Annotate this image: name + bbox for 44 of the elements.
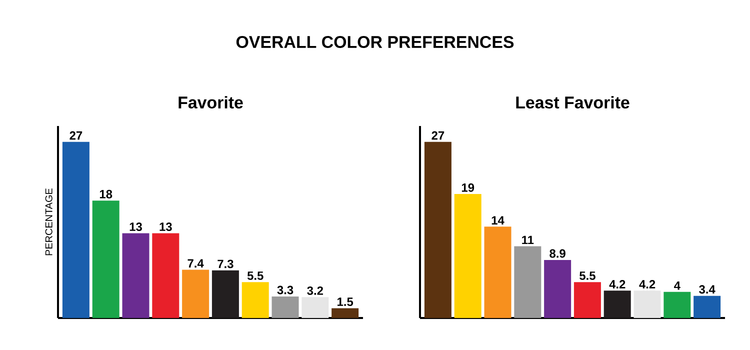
data-label: 4 bbox=[674, 281, 680, 290]
bar bbox=[514, 246, 542, 318]
bar bbox=[242, 282, 269, 318]
data-label: 7.4 bbox=[188, 259, 204, 268]
data-label: 5.5 bbox=[247, 272, 264, 280]
data-label: 3.3 bbox=[277, 286, 294, 294]
bar bbox=[92, 200, 120, 318]
bar bbox=[424, 142, 452, 318]
data-label: 4.2 bbox=[639, 280, 656, 288]
data-label: 27 bbox=[70, 131, 82, 140]
data-label: 3.4 bbox=[699, 285, 716, 294]
data-label: 19 bbox=[462, 183, 474, 192]
bar bbox=[694, 296, 721, 318]
data-label: 7.3 bbox=[218, 260, 234, 268]
bar bbox=[634, 290, 661, 318]
bar bbox=[454, 194, 482, 318]
chart-subtitle: Favorite bbox=[178, 96, 243, 109]
data-label: 8.9 bbox=[550, 249, 566, 258]
chart-subtitle: Least Favorite bbox=[516, 96, 630, 109]
bar bbox=[302, 297, 329, 318]
bar bbox=[182, 270, 210, 318]
bar bbox=[544, 260, 572, 318]
data-label: 13 bbox=[130, 222, 142, 231]
bar bbox=[62, 142, 90, 318]
bar bbox=[604, 290, 631, 318]
data-label: 4.2 bbox=[609, 280, 626, 288]
chart-title: OVERALL COLOR PREFERENCES bbox=[236, 36, 514, 48]
bar bbox=[272, 296, 299, 318]
data-label: 18 bbox=[100, 190, 112, 198]
bar bbox=[212, 270, 239, 318]
data-label: 5.5 bbox=[580, 272, 596, 280]
bar bbox=[122, 233, 150, 318]
y-axis-title: PERCENTAGE bbox=[45, 188, 52, 256]
bar bbox=[574, 282, 601, 318]
data-label: 11 bbox=[522, 236, 534, 244]
data-label: 27 bbox=[432, 131, 444, 140]
data-label: 1.5 bbox=[338, 298, 354, 306]
data-label: 3.2 bbox=[307, 286, 323, 295]
data-label: 13 bbox=[160, 222, 172, 231]
bar bbox=[332, 308, 359, 318]
bar bbox=[152, 233, 180, 318]
data-label: 14 bbox=[492, 216, 504, 224]
bar bbox=[484, 226, 512, 318]
bar bbox=[664, 292, 691, 318]
